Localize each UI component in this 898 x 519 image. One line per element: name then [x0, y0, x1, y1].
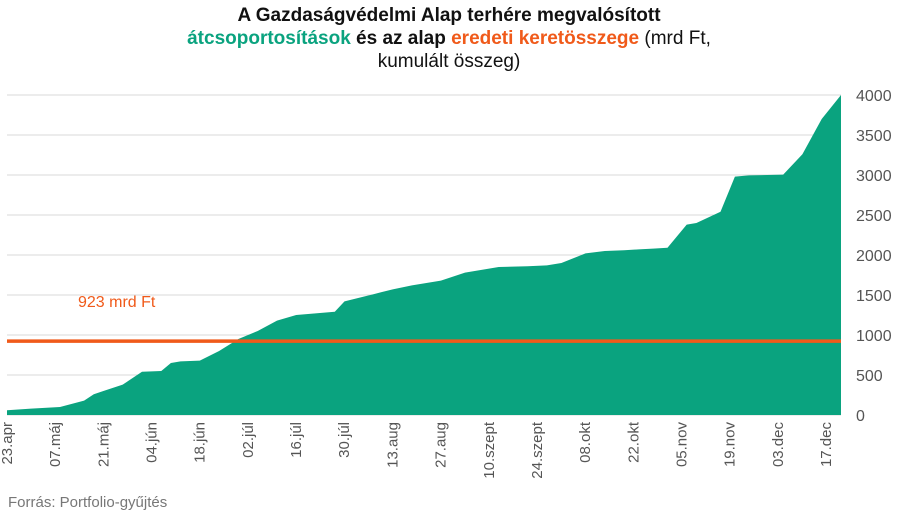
title-series-name: átcsoportosítások — [187, 28, 351, 49]
title-reference-name: eredeti keretösszege — [451, 28, 640, 49]
title-line-3: kumulált összeg) — [377, 51, 521, 72]
y-tick-label: 4000 — [856, 88, 892, 105]
y-tick-label: 1000 — [856, 328, 892, 345]
x-tick-label: 05.nov — [674, 422, 691, 468]
x-tick-label: 21.máj — [95, 422, 112, 467]
x-tick-label: 24.szept — [529, 421, 546, 479]
y-tick-label: 500 — [856, 368, 883, 385]
title-unit: (mrd Ft, — [639, 28, 711, 49]
title-line-2: átcsoportosítások és az alap eredeti ker… — [0, 27, 898, 50]
title-line-1: A Gazdaságvédelmi Alap terhére megvalósí… — [237, 5, 661, 26]
reference-line-group: 923 mrd Ft — [7, 294, 841, 343]
x-tick-label: 18.jún — [192, 422, 209, 463]
chart-title: A Gazdaságvédelmi Alap terhére megvalósí… — [0, 4, 898, 73]
y-tick-label: 3500 — [856, 128, 892, 145]
y-axis: 0 500 1000 1500 2000 2500 3000 3500 4000 — [856, 88, 892, 425]
series-area — [7, 95, 841, 415]
x-tick-label: 19.nov — [722, 422, 739, 468]
y-tick-label: 0 — [856, 408, 865, 425]
reference-label: 923 mrd Ft — [78, 294, 156, 311]
x-axis: 23.apr 07.máj 21.máj 04.jún 18.jún 02.júl 16.j… — [0, 421, 835, 479]
x-tick-label: 13.aug — [384, 422, 401, 468]
x-tick-label: 23.apr — [0, 422, 16, 465]
x-tick-label: 22.okt — [625, 421, 642, 463]
x-tick-label: 16.júl — [288, 422, 305, 458]
y-tick-label: 1500 — [856, 288, 892, 305]
title-connector: és az alap — [350, 28, 452, 49]
y-tick-label: 2000 — [856, 248, 892, 265]
x-tick-label: 08.okt — [577, 421, 594, 463]
y-tick-label: 2500 — [856, 208, 892, 225]
x-tick-label: 07.máj — [47, 422, 64, 467]
x-tick-label: 27.aug — [433, 422, 450, 468]
x-tick-label: 30.júl — [336, 422, 353, 458]
x-tick-label: 02.júl — [240, 422, 257, 458]
x-tick-label: 04.jún — [144, 422, 161, 463]
series-area-shape — [7, 95, 841, 415]
x-tick-label: 17.dec — [818, 422, 835, 468]
source-note: Forrás: Portfolio-gyűjtés — [8, 494, 168, 511]
x-tick-label: 10.szept — [481, 421, 498, 479]
y-tick-label: 3000 — [856, 168, 892, 185]
x-tick-label: 03.dec — [770, 422, 787, 468]
